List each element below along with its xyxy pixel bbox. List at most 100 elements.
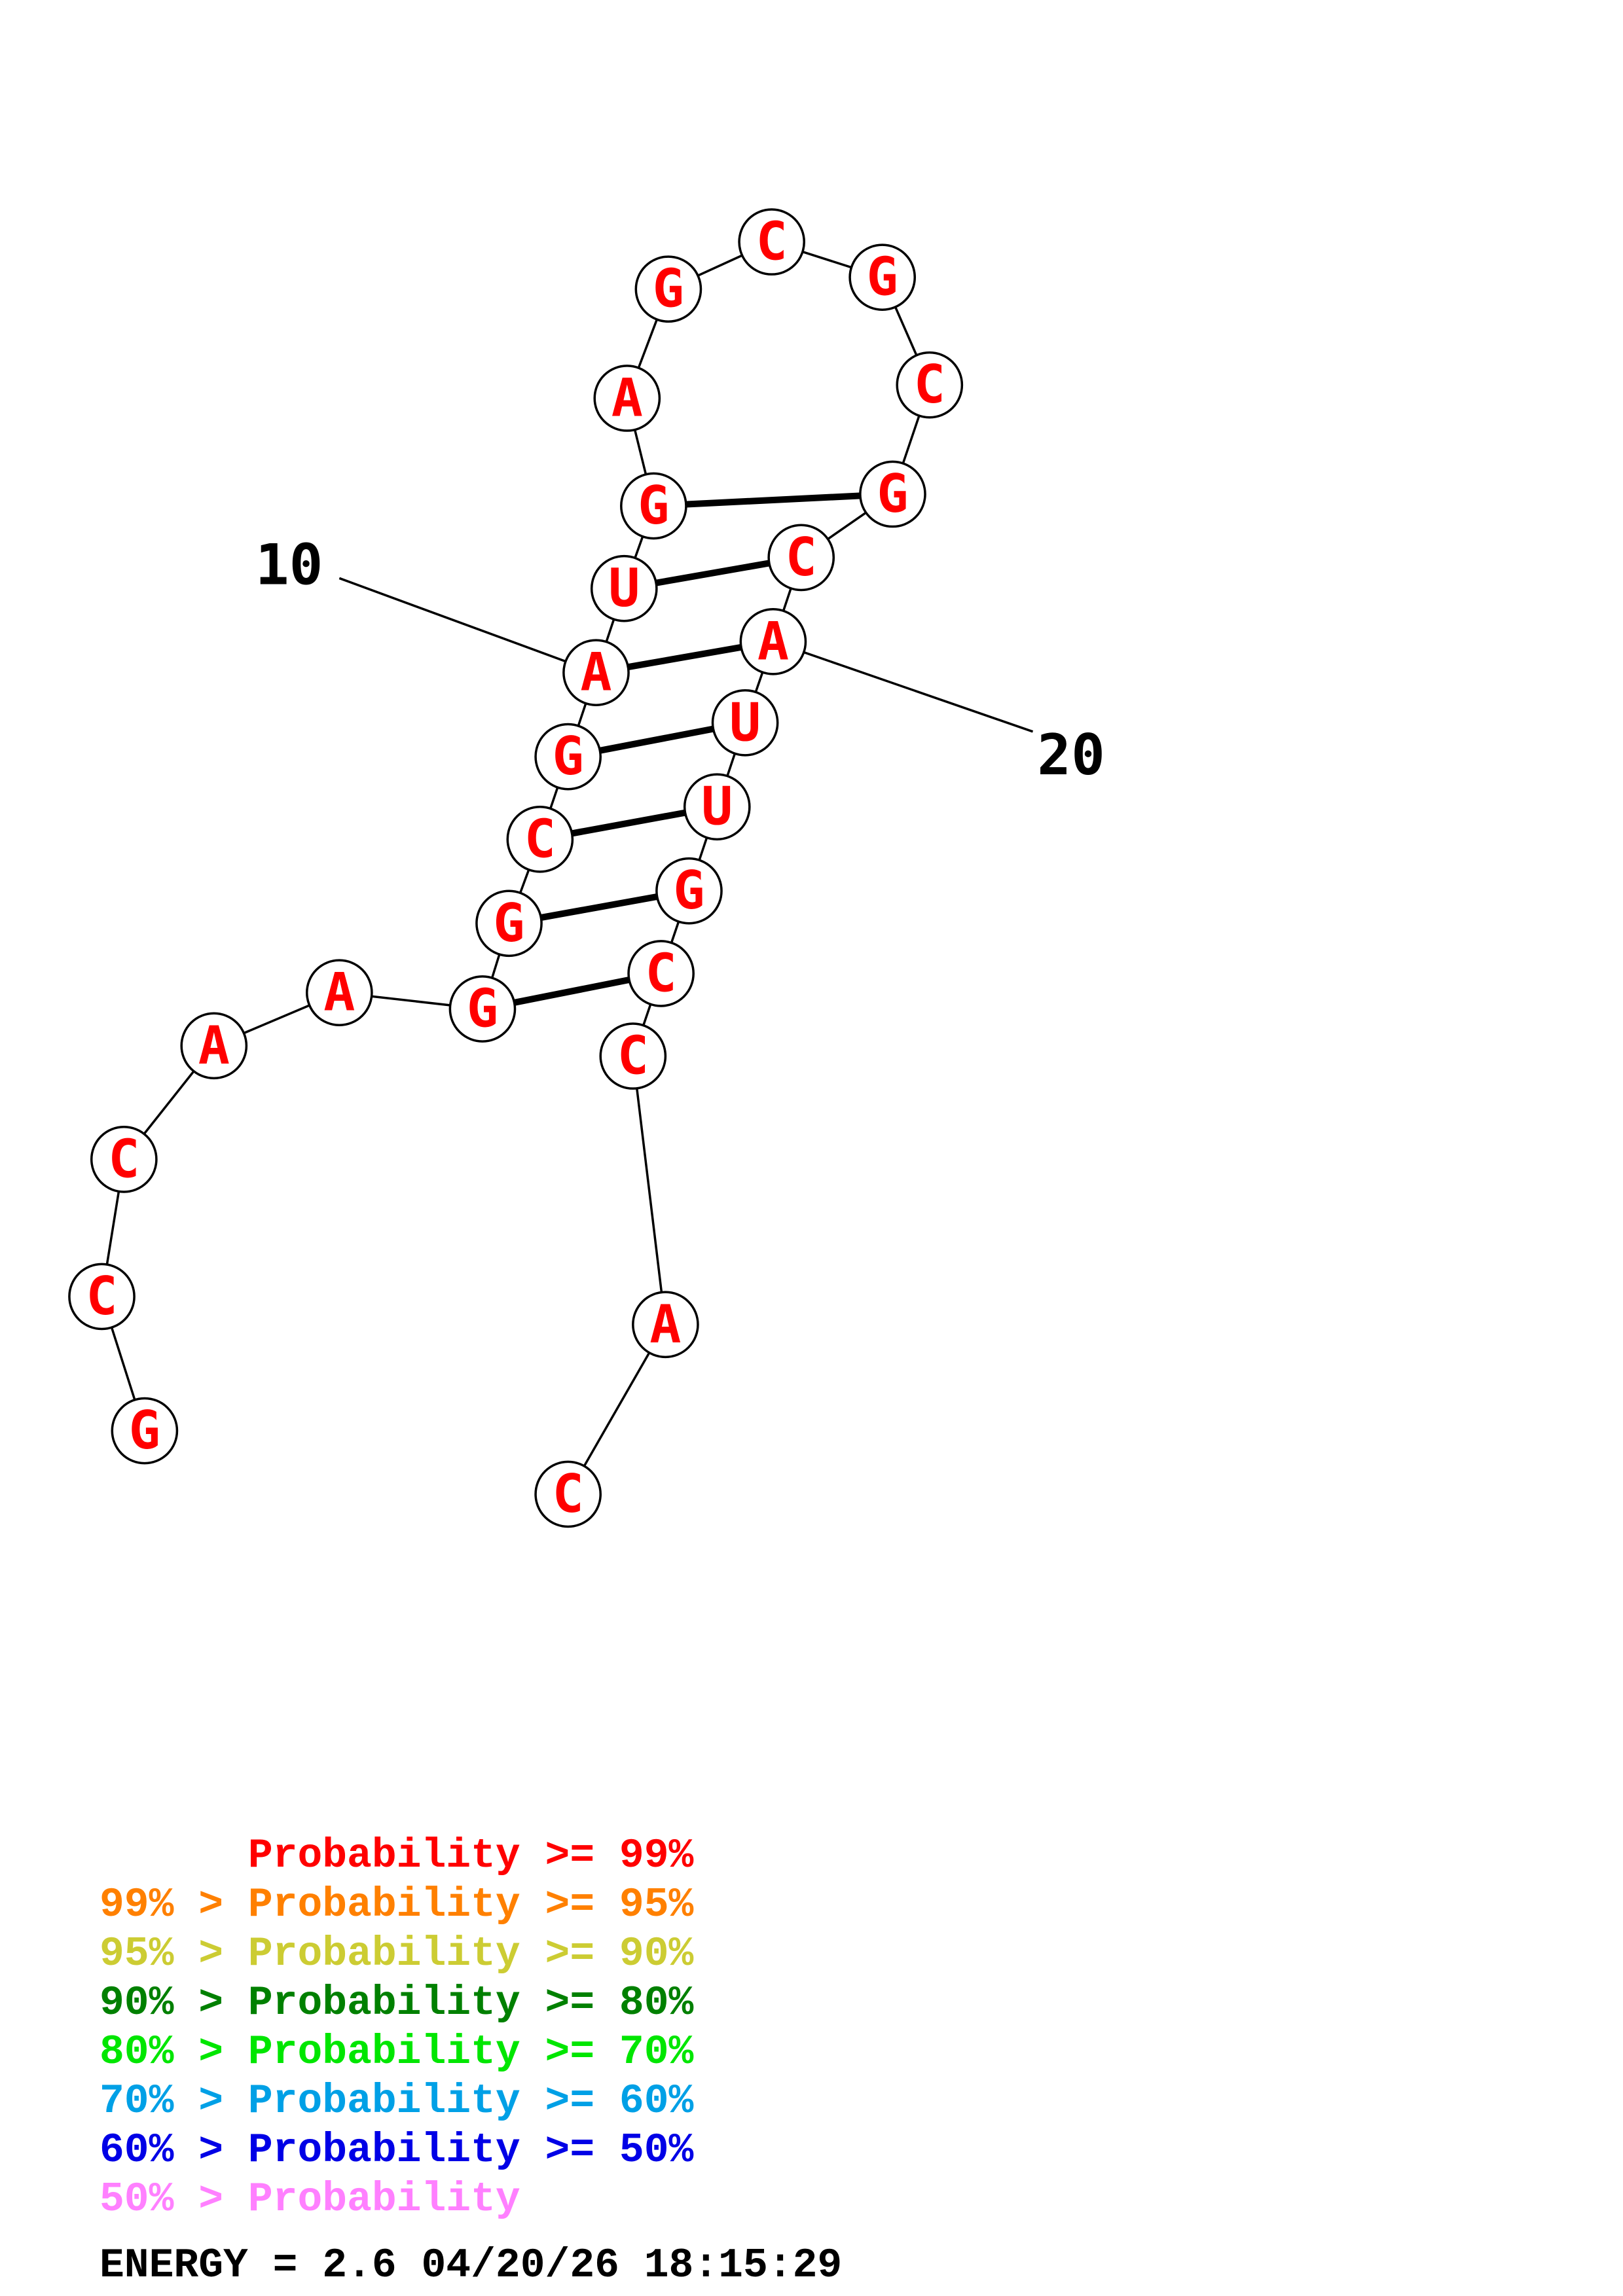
backbone-link xyxy=(632,1056,667,1325)
nucleotide-circle xyxy=(738,208,805,276)
nucleotide-circle xyxy=(180,1012,248,1080)
nucleotide-letter: G xyxy=(129,1400,160,1461)
nucleotide: A xyxy=(562,639,630,706)
nucleotide-letter: G xyxy=(867,247,898,308)
legend-line: 70% > Probability >= 60% xyxy=(100,2078,694,2125)
nucleotide-letter: C xyxy=(786,527,817,588)
nucleotide-letter: C xyxy=(914,354,945,415)
nucleotide-letter: U xyxy=(729,692,761,753)
nucleotide-letter: A xyxy=(757,611,789,672)
nucleotide: C xyxy=(767,524,835,592)
nucleotide-circle xyxy=(562,639,630,706)
nucleotide-letter: A xyxy=(198,1015,230,1076)
nucleotide-circle xyxy=(896,351,964,419)
nucleotide: G xyxy=(620,472,687,540)
nucleotide: A xyxy=(593,365,661,432)
nucleotide: G xyxy=(111,1397,179,1465)
nucleotide-circle xyxy=(506,805,574,873)
nucleotide: G xyxy=(448,975,517,1043)
legend-line: Probability >= 99% xyxy=(100,1833,694,1879)
nucleotide-circle xyxy=(306,959,373,1027)
nucleotide-letter: G xyxy=(877,463,908,524)
nucleotide-letter: C xyxy=(646,942,677,1003)
nucleotide-circle xyxy=(683,773,751,841)
nucleotide: A xyxy=(739,608,807,675)
nucleotide-letter: A xyxy=(580,642,611,703)
energy-line: ENERGY = 2.6 04/20/26 18:15:29 xyxy=(100,2242,842,2289)
nucleotide-letter: G xyxy=(653,259,684,319)
nucleotide-circle xyxy=(534,1460,602,1528)
index-tick xyxy=(338,577,597,674)
nucleotide-circle xyxy=(475,889,543,958)
nucleotide: A xyxy=(306,959,373,1027)
index-tick-layer xyxy=(338,577,1034,733)
nucleotide-letter: C xyxy=(86,1266,117,1327)
nucleotide-letter: C xyxy=(108,1128,139,1189)
nucleotide-letter: G xyxy=(673,860,704,921)
nucleotide-circle xyxy=(632,1291,699,1359)
nucleotide-letter: C xyxy=(756,211,788,272)
nucleotide: C xyxy=(896,351,964,419)
nucleotide-letter: C xyxy=(524,808,556,869)
nucleotide: C xyxy=(68,1263,136,1331)
index-tick xyxy=(773,640,1034,733)
nucleotide-letter: A xyxy=(649,1294,681,1355)
nucleotide-circle xyxy=(627,940,695,1007)
nucleotide: C xyxy=(627,940,695,1007)
nucleotide: G xyxy=(848,243,917,312)
nucleotide-circle xyxy=(590,554,658,622)
legend-line: 60% > Probability >= 50% xyxy=(100,2127,694,2174)
nucleotide-circle xyxy=(599,1022,667,1090)
nucleotide-circle xyxy=(448,975,517,1043)
nucleotide: G xyxy=(859,460,926,528)
nucleotide-circle xyxy=(68,1263,136,1331)
index-label: 20 xyxy=(1037,723,1105,788)
nucleotide-circle xyxy=(848,243,917,312)
nucleotide: U xyxy=(590,554,658,622)
nucleotide-circle xyxy=(859,460,926,528)
nucleotide-letter: G xyxy=(467,978,498,1039)
nucleotide: C xyxy=(534,1460,602,1528)
backbone-layer xyxy=(100,240,931,1495)
nucleotide-letter: A xyxy=(323,962,355,1023)
nucleotide: U xyxy=(711,689,779,757)
nucleotide-circle xyxy=(711,689,779,757)
nucleotide-letter: U xyxy=(608,558,640,619)
nucleotide-letter: U xyxy=(701,776,733,837)
index-label: 10 xyxy=(255,532,323,598)
nucleotide: A xyxy=(180,1012,248,1080)
legend-line: 90% > Probability >= 80% xyxy=(100,1980,694,2026)
nucleotide-circle xyxy=(593,365,661,432)
nucleotide-letter: C xyxy=(617,1026,649,1086)
nucleotide-circle xyxy=(620,472,687,540)
nucleotide: G xyxy=(475,889,543,958)
legend-line: 80% > Probability >= 70% xyxy=(100,2029,694,2075)
legend-line: 95% > Probability >= 90% xyxy=(100,1931,694,1977)
nucleotide: G xyxy=(655,857,723,925)
probability-legend: Probability >= 99%99% > Probability >= 9… xyxy=(100,1833,694,2223)
legend-line: 99% > Probability >= 95% xyxy=(100,1882,694,1928)
nucleotide: C xyxy=(738,208,805,276)
nucleotide-circle xyxy=(739,608,807,675)
nucleotide: G xyxy=(634,255,702,323)
nucleotide-letter: G xyxy=(493,893,524,954)
nucleotide-circle xyxy=(634,255,702,323)
nucleotide: C xyxy=(506,805,574,873)
nucleotide: C xyxy=(599,1022,667,1090)
index-label-layer: 10 20 xyxy=(255,532,1105,788)
nucleotide: C xyxy=(90,1126,158,1193)
nucleotide: U xyxy=(683,773,751,841)
nucleotide-circle xyxy=(534,723,602,791)
nucleotide-letter: A xyxy=(611,367,643,428)
nucleotide-circle xyxy=(90,1126,158,1193)
nucleotide-circle xyxy=(655,857,723,925)
nucleotide-circle xyxy=(767,524,835,592)
legend-line: 50% > Probability xyxy=(100,2176,520,2223)
nucleotide-circle xyxy=(111,1397,179,1465)
nucleotide: G xyxy=(534,723,602,791)
base-pair-bond xyxy=(653,490,893,509)
nucleotide-letter: C xyxy=(553,1463,584,1524)
nucleotide-letter: G xyxy=(638,475,669,536)
